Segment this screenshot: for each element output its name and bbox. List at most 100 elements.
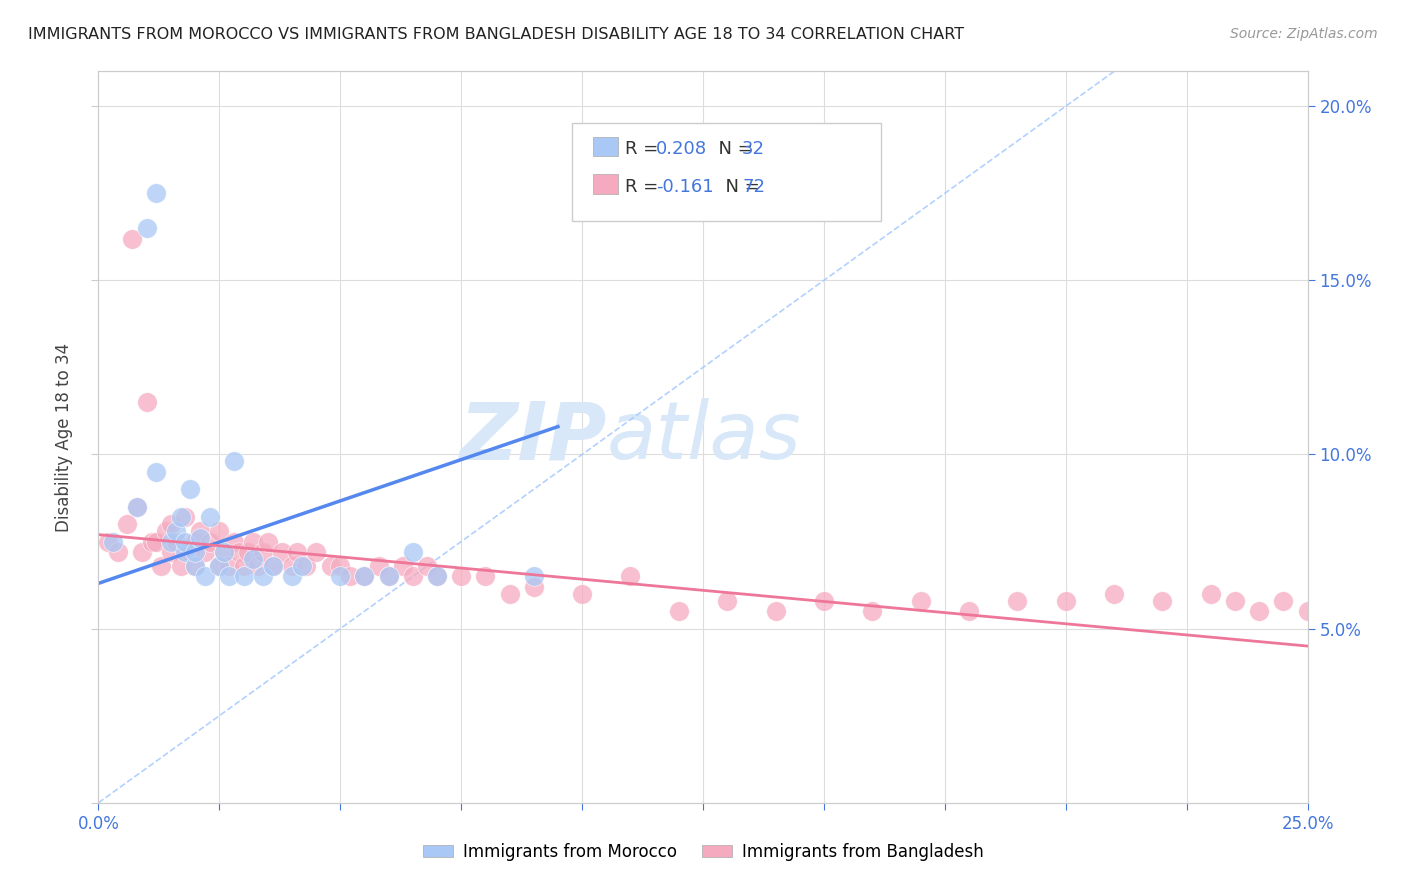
Point bbox=[232, 558, 254, 573]
Point bbox=[184, 558, 207, 573]
Point bbox=[184, 545, 207, 559]
Point bbox=[174, 510, 197, 524]
Point bbox=[107, 545, 129, 559]
Point bbox=[150, 558, 173, 573]
Point bbox=[329, 558, 352, 573]
Point bbox=[222, 454, 245, 468]
Point bbox=[208, 558, 231, 573]
Point bbox=[1102, 587, 1125, 601]
Point bbox=[232, 569, 254, 583]
Point bbox=[426, 569, 449, 583]
Point bbox=[141, 534, 163, 549]
Point bbox=[290, 558, 312, 573]
Point bbox=[179, 545, 201, 559]
Text: 32: 32 bbox=[742, 140, 765, 158]
Point bbox=[252, 545, 274, 559]
Point bbox=[1152, 594, 1174, 608]
Text: N =: N = bbox=[707, 140, 758, 158]
Point bbox=[194, 569, 217, 583]
Point bbox=[252, 569, 274, 583]
Text: -0.161: -0.161 bbox=[657, 178, 714, 195]
Point bbox=[174, 545, 197, 559]
Point bbox=[238, 545, 260, 559]
Point bbox=[285, 545, 308, 559]
Point bbox=[281, 558, 304, 573]
Point bbox=[402, 545, 425, 559]
Point bbox=[160, 545, 183, 559]
Point bbox=[165, 524, 187, 538]
Text: N =: N = bbox=[714, 178, 765, 195]
Point bbox=[426, 569, 449, 583]
Point bbox=[101, 534, 124, 549]
Point bbox=[212, 545, 235, 559]
Point bbox=[1199, 587, 1222, 601]
Point bbox=[353, 569, 375, 583]
Text: R =: R = bbox=[626, 140, 664, 158]
Point bbox=[97, 534, 120, 549]
Point bbox=[1296, 604, 1319, 618]
Point bbox=[135, 221, 157, 235]
Point bbox=[668, 604, 690, 618]
Point bbox=[402, 569, 425, 583]
Point bbox=[305, 545, 328, 559]
Point bbox=[416, 558, 439, 573]
Point bbox=[160, 517, 183, 532]
Point bbox=[188, 531, 211, 545]
Point bbox=[498, 587, 520, 601]
Point bbox=[218, 569, 240, 583]
Point bbox=[184, 558, 207, 573]
Point bbox=[295, 558, 318, 573]
Point bbox=[222, 534, 245, 549]
Point bbox=[339, 569, 361, 583]
Point bbox=[145, 534, 167, 549]
Point bbox=[198, 510, 221, 524]
Legend: Immigrants from Morocco, Immigrants from Bangladesh: Immigrants from Morocco, Immigrants from… bbox=[416, 837, 990, 868]
Point bbox=[198, 534, 221, 549]
Point bbox=[160, 534, 183, 549]
Point bbox=[392, 558, 415, 573]
Point bbox=[860, 604, 883, 618]
Point bbox=[121, 231, 143, 245]
Text: R =: R = bbox=[626, 178, 664, 195]
Point bbox=[208, 558, 231, 573]
Point bbox=[377, 569, 399, 583]
Point bbox=[145, 186, 167, 201]
Point bbox=[242, 534, 264, 549]
Text: Source: ZipAtlas.com: Source: ZipAtlas.com bbox=[1230, 27, 1378, 41]
Point bbox=[813, 594, 835, 608]
Text: 0.208: 0.208 bbox=[657, 140, 707, 158]
Text: IMMIGRANTS FROM MOROCCO VS IMMIGRANTS FROM BANGLADESH DISABILITY AGE 18 TO 34 CO: IMMIGRANTS FROM MOROCCO VS IMMIGRANTS FR… bbox=[28, 27, 965, 42]
Text: 72: 72 bbox=[742, 178, 765, 195]
Point bbox=[218, 558, 240, 573]
Point bbox=[474, 569, 496, 583]
Point bbox=[450, 569, 472, 583]
Point bbox=[353, 569, 375, 583]
Point bbox=[228, 545, 250, 559]
Point bbox=[145, 465, 167, 479]
Point bbox=[523, 580, 546, 594]
Point bbox=[262, 558, 284, 573]
Point bbox=[1007, 594, 1029, 608]
Point bbox=[571, 587, 593, 601]
Point bbox=[188, 524, 211, 538]
Point bbox=[212, 545, 235, 559]
Point bbox=[194, 545, 217, 559]
Point bbox=[165, 534, 187, 549]
Point bbox=[208, 524, 231, 538]
Point bbox=[716, 594, 738, 608]
Point bbox=[281, 569, 304, 583]
Point bbox=[377, 569, 399, 583]
Point bbox=[117, 517, 139, 532]
Point bbox=[271, 545, 294, 559]
Point bbox=[957, 604, 980, 618]
Text: ZIP: ZIP bbox=[458, 398, 606, 476]
Point bbox=[329, 569, 352, 583]
Point bbox=[247, 558, 270, 573]
Point bbox=[135, 395, 157, 409]
Point bbox=[179, 483, 201, 497]
Point bbox=[523, 569, 546, 583]
Point bbox=[262, 558, 284, 573]
Point bbox=[169, 510, 191, 524]
Point bbox=[319, 558, 342, 573]
Point bbox=[368, 558, 391, 573]
